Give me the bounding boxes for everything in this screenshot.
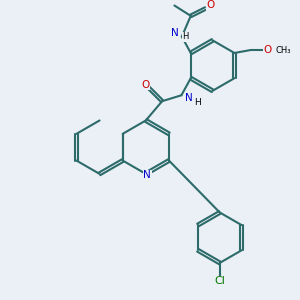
Text: H: H xyxy=(194,98,201,107)
Text: Cl: Cl xyxy=(214,276,225,286)
Text: CH₃: CH₃ xyxy=(275,46,291,55)
Text: O: O xyxy=(207,1,215,10)
Text: N: N xyxy=(185,93,193,103)
Text: O: O xyxy=(263,45,272,55)
Text: O: O xyxy=(142,80,150,90)
Text: H: H xyxy=(182,32,189,41)
Text: N: N xyxy=(143,170,151,180)
Text: N: N xyxy=(171,28,179,38)
